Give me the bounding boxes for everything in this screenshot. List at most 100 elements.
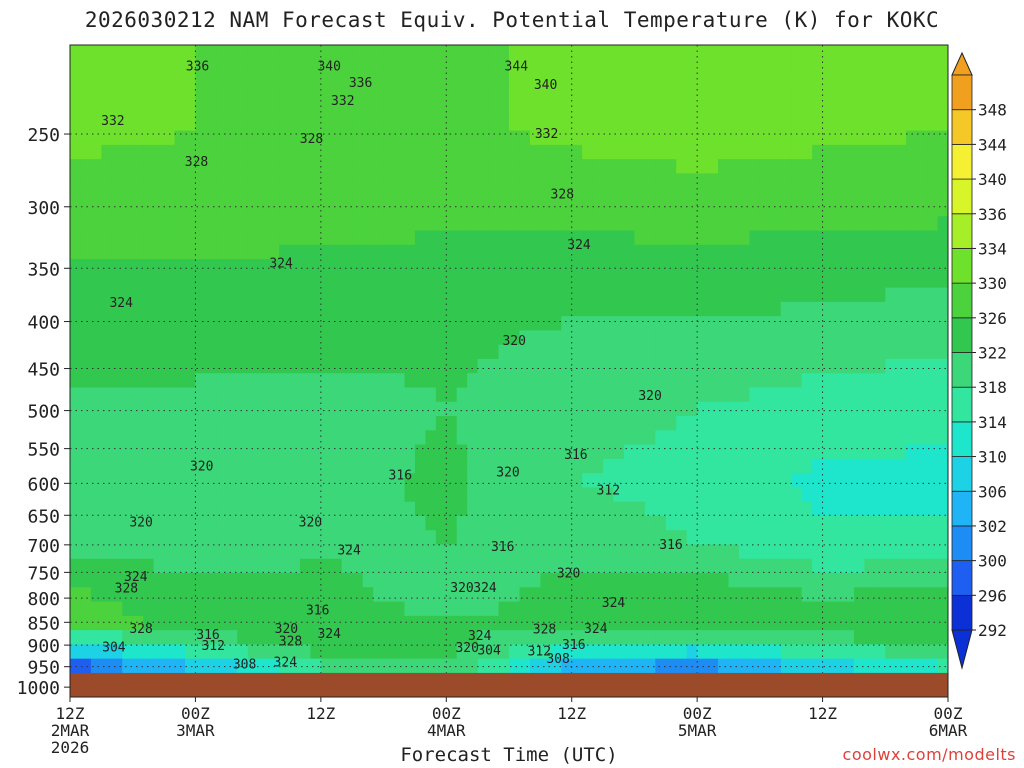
field-cell (70, 73, 82, 89)
field-cell (341, 144, 353, 160)
field-cell (320, 173, 332, 189)
field-cell (749, 316, 761, 332)
field-cell (425, 444, 437, 460)
field-cell (414, 316, 426, 332)
field-cell (268, 615, 280, 631)
field-cell (864, 102, 876, 117)
field-cell (216, 601, 228, 617)
field-cell (937, 444, 948, 460)
field-cell (509, 87, 521, 103)
field-cell (132, 59, 144, 75)
field-cell (822, 130, 834, 146)
field-cell (404, 45, 416, 60)
field-cell (195, 458, 207, 474)
field-cell (509, 587, 521, 603)
field-cell (477, 601, 489, 617)
field-cell (697, 573, 709, 588)
field-cell (728, 401, 740, 417)
colorbar-label: 344 (978, 135, 1007, 154)
field-cell (488, 45, 500, 60)
field-cell (205, 102, 217, 117)
field-cell (561, 558, 573, 574)
field-cell (592, 358, 604, 374)
field-cell (571, 287, 583, 303)
field-cell (70, 244, 82, 260)
field-cell (822, 373, 834, 389)
field-cell (435, 358, 447, 374)
field-cell (812, 102, 824, 117)
field-cell (435, 630, 447, 645)
field-cell (561, 87, 573, 103)
field-cell (70, 358, 82, 374)
field-cell (655, 458, 667, 474)
field-cell (791, 358, 803, 374)
field-cell (644, 387, 656, 403)
field-cell (320, 515, 332, 531)
field-cell (122, 301, 134, 317)
field-cell (247, 444, 259, 460)
field-cell (404, 87, 416, 103)
field-cell (446, 630, 458, 645)
field-cell (247, 658, 259, 674)
field-cell (707, 159, 719, 175)
field-cell (132, 458, 144, 474)
field-cell (488, 501, 500, 517)
field-cell (561, 658, 573, 674)
field-cell (686, 558, 698, 574)
field-cell (226, 45, 238, 60)
field-cell (153, 59, 165, 75)
field-cell (279, 658, 291, 674)
field-cell (373, 330, 385, 346)
field-cell (467, 401, 479, 417)
field-cell (184, 244, 197, 260)
field-cell (164, 301, 176, 317)
field-cell (153, 87, 165, 103)
field-cell (509, 658, 521, 674)
field-cell (101, 544, 113, 560)
field-cell (425, 587, 437, 603)
field-cell (812, 573, 824, 588)
field-cell (383, 601, 395, 617)
colorbar-swatch (951, 490, 973, 527)
field-cell (414, 344, 426, 360)
field-cell (477, 316, 489, 332)
field-cell (446, 273, 458, 289)
field-cell (289, 416, 301, 431)
field-cell (456, 102, 468, 117)
field-cell (718, 387, 730, 403)
field-cell (728, 473, 740, 489)
field-cell (164, 87, 176, 103)
field-cell (195, 615, 207, 631)
field-cell (80, 644, 92, 660)
field-cell (404, 473, 416, 489)
field-cell (299, 187, 311, 203)
field-cell (467, 287, 479, 303)
field-cell (341, 444, 353, 460)
field-cell (791, 401, 803, 417)
field-cell (70, 344, 82, 360)
field-cell (477, 430, 489, 446)
field-cell (153, 573, 165, 588)
field-cell (216, 658, 228, 674)
field-cell (540, 601, 552, 617)
field-cell (561, 244, 573, 260)
field-cell (488, 515, 500, 531)
field-cell (540, 587, 552, 603)
field-cell (258, 401, 270, 417)
field-cell (529, 558, 541, 574)
field-cell (498, 416, 510, 431)
field-cell (90, 144, 102, 160)
field-cell (644, 544, 656, 560)
field-cell (529, 444, 541, 460)
field-cell (279, 116, 291, 132)
field-cell (582, 515, 594, 531)
field-cell (394, 473, 406, 489)
field-cell (111, 416, 123, 431)
field-cell (603, 259, 615, 274)
field-cell (498, 630, 510, 645)
field-cell (289, 530, 301, 546)
field-cell (268, 216, 280, 232)
field-cell (101, 287, 113, 303)
field-cell (456, 373, 468, 389)
field-cell (812, 244, 824, 260)
